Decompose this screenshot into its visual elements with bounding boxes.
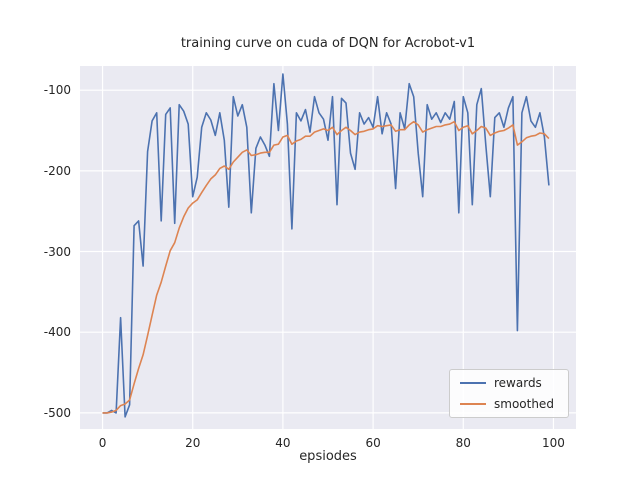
legend-label-rewards: rewards bbox=[494, 376, 542, 390]
x-tick-label: 0 bbox=[98, 436, 107, 450]
y-tick-label: -200 bbox=[43, 163, 71, 178]
y-tick-label: -300 bbox=[43, 244, 71, 259]
legend-label-smoothed: smoothed bbox=[494, 397, 554, 411]
y-tick-label: -500 bbox=[43, 405, 71, 420]
x-tick-label: 100 bbox=[542, 436, 565, 450]
rewards-line-swatch bbox=[460, 382, 486, 384]
y-tick-label: -400 bbox=[43, 325, 71, 340]
smoothed-line-swatch bbox=[460, 403, 486, 405]
legend: rewards smoothed bbox=[449, 369, 569, 418]
x-tick-label: 40 bbox=[275, 436, 291, 450]
legend-item-rewards: rewards bbox=[460, 376, 558, 390]
y-tick-label: -100 bbox=[43, 83, 71, 98]
x-tick-label: 20 bbox=[185, 436, 201, 450]
x-axis-label: epsiodes bbox=[299, 449, 357, 464]
axes-background bbox=[80, 66, 576, 429]
chart-title: training curve on cuda of DQN for Acrobo… bbox=[180, 36, 476, 51]
legend-item-smoothed: smoothed bbox=[460, 397, 558, 411]
x-tick-label: 60 bbox=[365, 436, 381, 450]
x-tick-label: 80 bbox=[455, 436, 471, 450]
smoothed-line bbox=[102, 120, 550, 414]
